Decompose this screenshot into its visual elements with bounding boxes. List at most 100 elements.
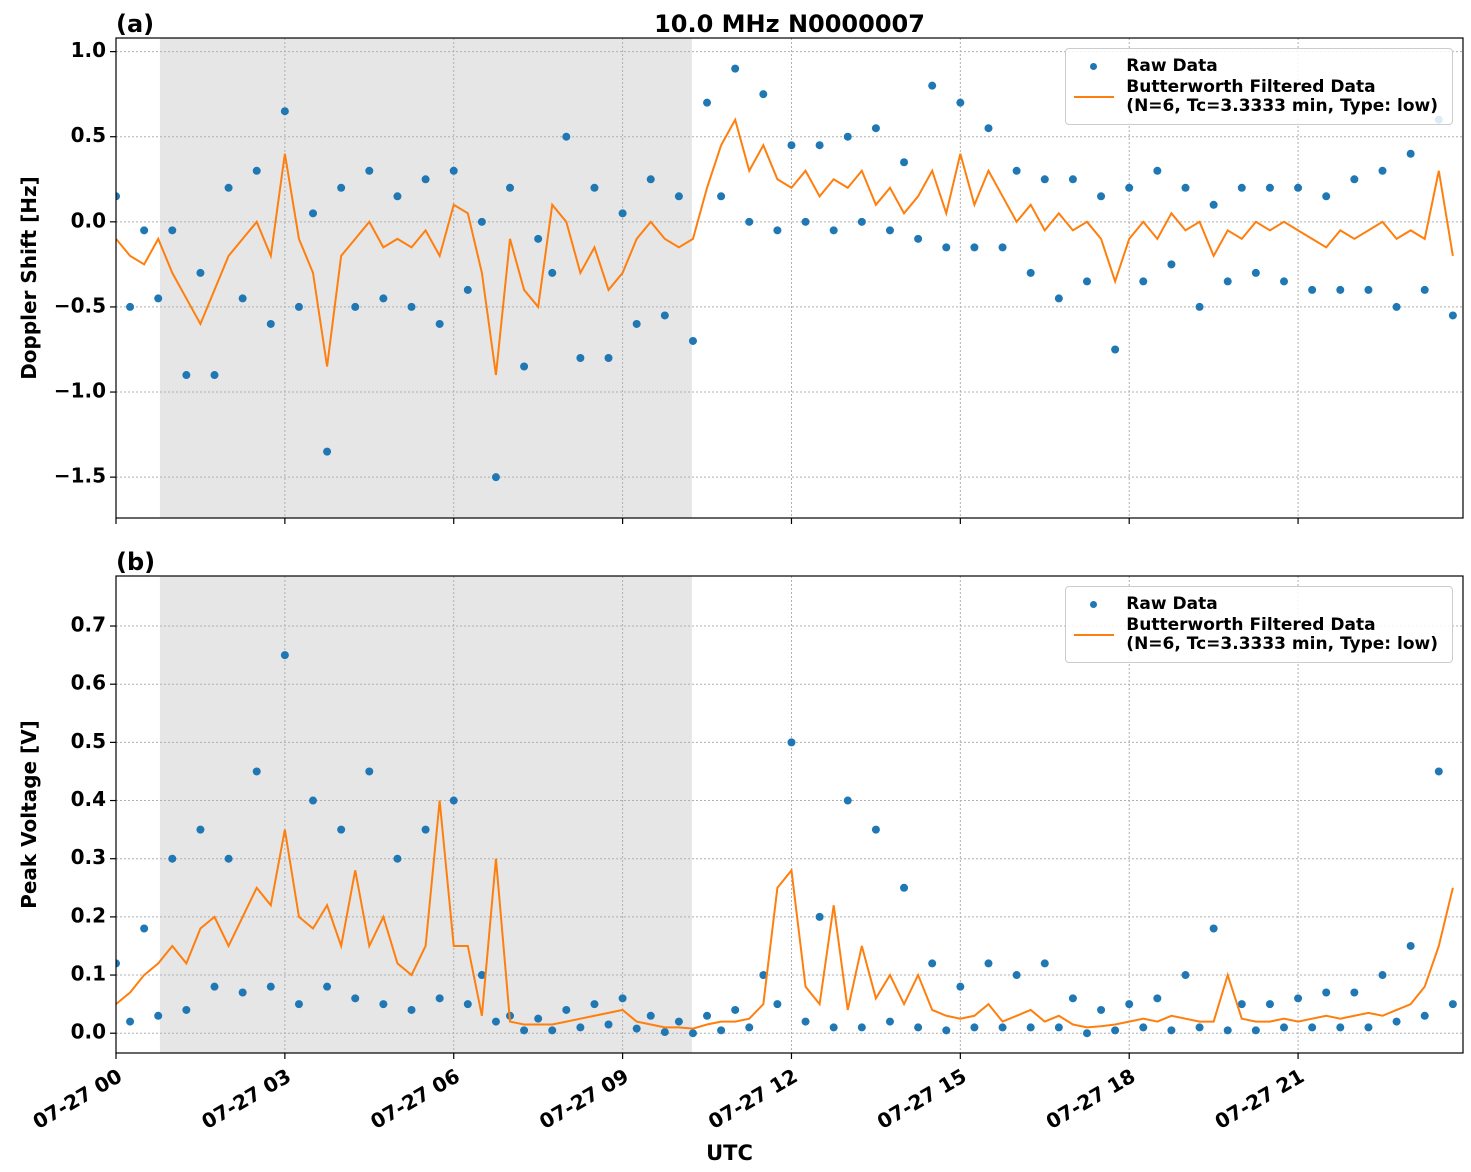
- legend-label: Butterworth Filtered Data (N=6, Tc=3.333…: [1126, 615, 1438, 654]
- raw-point: [1054, 1023, 1063, 1032]
- raw-point: [1237, 183, 1246, 192]
- raw-point: [1251, 268, 1260, 277]
- raw-point: [1068, 994, 1077, 1003]
- raw-point: [1448, 311, 1457, 320]
- raw-point: [309, 796, 318, 805]
- axes-frame: [115, 575, 1464, 1054]
- raw-point: [1097, 1005, 1106, 1014]
- raw-point: [984, 959, 993, 968]
- y-tick-label: 0.2: [71, 903, 106, 927]
- x-tick-label: 07-27 18: [1042, 1064, 1140, 1134]
- raw-point: [928, 959, 937, 968]
- raw-point: [885, 226, 894, 235]
- raw-point: [294, 1000, 303, 1009]
- raw-point: [1406, 941, 1415, 950]
- raw-point: [900, 883, 909, 892]
- legend-symbol: [1074, 616, 1115, 636]
- y-tick-label: 0.4: [71, 787, 106, 811]
- raw-point: [1111, 1026, 1120, 1035]
- y-axis-label: Peak Voltage [V]: [17, 720, 41, 909]
- raw-point: [731, 64, 740, 73]
- raw-point: [717, 192, 726, 201]
- raw-point: [998, 1023, 1007, 1032]
- raw-point: [1265, 183, 1274, 192]
- raw-point: [1448, 1000, 1457, 1009]
- x-tick-label: 07-27 06: [366, 1064, 464, 1134]
- raw-point: [224, 854, 233, 863]
- raw-point: [688, 1029, 697, 1038]
- raw-point: [787, 738, 796, 747]
- raw-point: [1153, 166, 1162, 175]
- raw-point: [1223, 1026, 1232, 1035]
- raw-point: [646, 1011, 655, 1020]
- raw-point: [618, 209, 627, 218]
- night-shade: [159, 38, 692, 518]
- raw-point: [1420, 1011, 1429, 1020]
- raw-point: [309, 209, 318, 218]
- raw-point: [562, 132, 571, 141]
- raw-point: [843, 796, 852, 805]
- raw-point: [168, 226, 177, 235]
- legend-dot: [1090, 601, 1098, 608]
- raw-point: [238, 988, 247, 997]
- raw-point: [1434, 767, 1443, 776]
- raw-point: [351, 302, 360, 311]
- raw-point: [126, 1017, 135, 1026]
- raw-point: [337, 183, 346, 192]
- raw-point: [238, 294, 247, 303]
- raw-point: [1153, 994, 1162, 1003]
- raw-point: [1125, 183, 1134, 192]
- y-axis-label: Doppler Shift [Hz]: [17, 176, 41, 380]
- raw-point: [984, 124, 993, 133]
- raw-point: [1336, 1023, 1345, 1032]
- raw-point: [1082, 1029, 1091, 1038]
- raw-point: [1181, 183, 1190, 192]
- raw-point: [491, 473, 500, 482]
- raw-point: [534, 234, 543, 243]
- raw-point: [1294, 183, 1303, 192]
- raw-point: [1195, 302, 1204, 311]
- legend-entry: Butterworth Filtered Data (N=6, Tc=3.333…: [1074, 78, 1438, 116]
- legend-label: Butterworth Filtered Data (N=6, Tc=3.333…: [1126, 77, 1438, 116]
- raw-point: [1012, 166, 1021, 175]
- raw-point: [1378, 971, 1387, 980]
- raw-point: [717, 1026, 726, 1035]
- legend-entry: Butterworth Filtered Data (N=6, Tc=3.333…: [1074, 616, 1438, 654]
- raw-point: [1082, 277, 1091, 286]
- plot-area: [116, 651, 1457, 1038]
- raw-point: [674, 1017, 683, 1026]
- raw-point: [1237, 1000, 1246, 1009]
- raw-point: [506, 183, 515, 192]
- raw-point: [660, 311, 669, 320]
- raw-point: [1181, 971, 1190, 980]
- raw-point: [857, 1023, 866, 1032]
- raw-point: [224, 183, 233, 192]
- raw-point: [379, 294, 388, 303]
- legend-line: [1074, 634, 1115, 636]
- raw-point: [618, 994, 627, 1003]
- raw-point: [407, 1005, 416, 1014]
- raw-point: [857, 217, 866, 226]
- raw-point: [534, 1014, 543, 1023]
- raw-point: [562, 1005, 571, 1014]
- raw-point: [1322, 192, 1331, 201]
- raw-point: [703, 1011, 712, 1020]
- raw-point: [1040, 959, 1049, 968]
- raw-point: [548, 268, 557, 277]
- raw-point: [1392, 1017, 1401, 1026]
- raw-point: [154, 294, 163, 303]
- raw-point: [1111, 345, 1120, 354]
- raw-point: [1026, 1023, 1035, 1032]
- raw-point: [829, 226, 838, 235]
- legend-symbol: [1074, 595, 1114, 614]
- raw-point: [731, 1005, 740, 1014]
- legend-entry: Raw Data: [1074, 595, 1438, 614]
- raw-point: [116, 959, 120, 968]
- raw-point: [590, 183, 599, 192]
- raw-point: [1195, 1023, 1204, 1032]
- x-tick-label: 07-27 12: [704, 1064, 802, 1134]
- raw-point: [1364, 1023, 1373, 1032]
- raw-point: [1280, 1023, 1289, 1032]
- raw-point: [421, 825, 430, 834]
- raw-point: [1378, 166, 1387, 175]
